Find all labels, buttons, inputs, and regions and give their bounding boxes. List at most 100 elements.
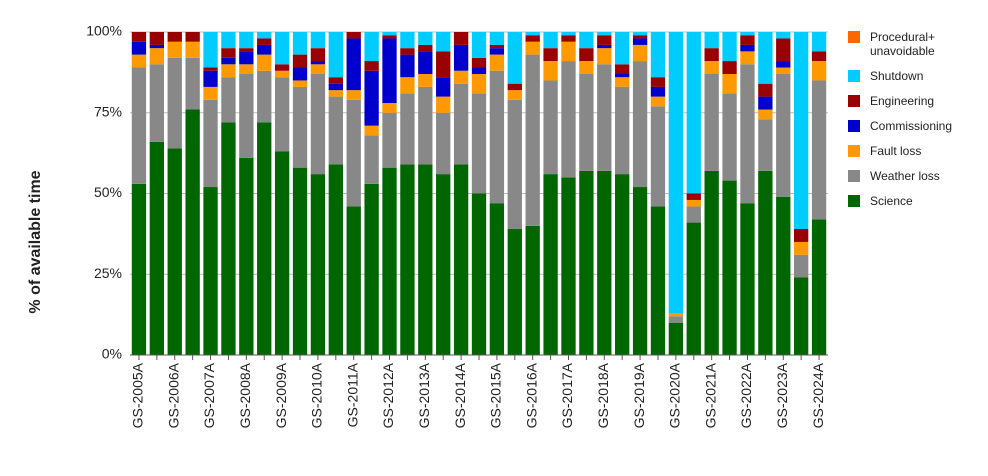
bar-segment [668,32,684,314]
bar-segment [167,41,182,58]
bar-segment [597,35,612,45]
bar-segment [346,90,361,100]
bar-segment [239,51,254,65]
x-tick-label: GS-2014A [452,362,468,428]
bar-segment [793,277,809,355]
bar-segment [149,32,165,45]
bar-segment [364,183,379,355]
legend-item: Engineering [848,94,978,108]
bar-segment [507,32,522,84]
x-tick-label: GS-2012A [380,362,396,428]
bar-segment [615,64,630,74]
bar-segment [453,164,469,355]
bar-segment [758,170,773,355]
bar-segment [239,157,254,355]
bar-segment [436,96,451,113]
bar-segment [543,48,558,62]
bar-segment [203,32,218,68]
bar-segment [328,96,343,165]
bar-segment [436,77,451,97]
bar-segment [579,61,594,74]
bar-segment [507,229,522,355]
x-tick-label: GS-2022A [738,362,754,428]
bar-segment [615,32,630,65]
bar-segment [221,48,236,58]
bar-segment [328,77,343,84]
bar-segment [668,316,684,323]
bar-segment [561,32,576,36]
bar-segment [758,96,773,110]
bar-segment [274,151,290,355]
bar-segment [650,206,666,355]
x-tick-label: GS-2008A [237,362,253,428]
bar-segment [400,164,415,355]
legend-label: Shutdown [870,69,924,83]
bar-segment [364,61,379,71]
x-tick-label: GS-2015A [488,362,504,428]
bar-segment [758,32,773,84]
legend-swatch [848,145,860,157]
x-tick-label: GS-2009A [273,362,289,428]
bar-segment [704,61,719,74]
y-tick-label: 0% [102,346,122,362]
bar-segment [579,48,594,62]
bar-segment [722,180,737,355]
bar-segment [257,70,272,123]
legend-swatch [848,120,860,132]
bar-segment [722,93,737,181]
legend-label: Science [870,194,913,208]
bar-segment [704,73,719,171]
bar-segment [382,103,397,113]
bar-segment [185,41,200,58]
bar-segment [615,77,630,87]
bar-segment [471,32,487,58]
bar-segment [274,70,290,78]
bar-segment [507,90,522,100]
bar-segment [328,83,343,91]
bar-segment [543,61,558,81]
bar-segment [167,32,182,42]
bar-segment [776,67,791,74]
bar-segment [400,77,415,94]
bar-segment [543,32,558,49]
bar-segment [310,48,326,62]
bar-segment [274,77,290,152]
bar-segment [597,32,612,36]
x-tick-label: GS-2010A [309,362,325,428]
bar-segment [597,64,612,171]
bar-segment [364,70,379,126]
bar-segment [632,38,648,45]
bar-segment [149,44,165,49]
legend: Procedural+ unavoidable Shutdown Engineeri… [848,30,978,219]
bar-segment [811,32,827,52]
bar-segment [722,32,737,62]
bar-segment [740,44,755,52]
bar-segment [776,61,791,68]
bar-segment [722,73,737,94]
bar-segment [453,44,469,71]
bar-segment [811,61,827,81]
bar-segment [632,35,648,39]
legend-item: Shutdown [848,69,978,83]
bar-segment [239,32,254,49]
bar-segment [525,54,540,226]
bar-segment [686,206,701,223]
legend-label: Weather loss [870,169,940,183]
bar-segment [310,73,326,175]
y-axis-label: % of available time [27,170,44,313]
bar-segment [632,44,648,62]
bar-segment [257,44,272,55]
bar-segment [203,99,218,188]
bar-segment [453,70,469,84]
bar-segment [418,32,433,45]
bar-segment [740,35,755,45]
bar-segment [776,32,791,39]
bar-segment [221,122,236,355]
bar-segment [650,106,666,207]
bar-segment [418,44,433,52]
bar-segment [650,32,666,78]
bar-segment [203,70,218,87]
bar-segment [310,32,326,49]
bar-segment [382,35,397,39]
